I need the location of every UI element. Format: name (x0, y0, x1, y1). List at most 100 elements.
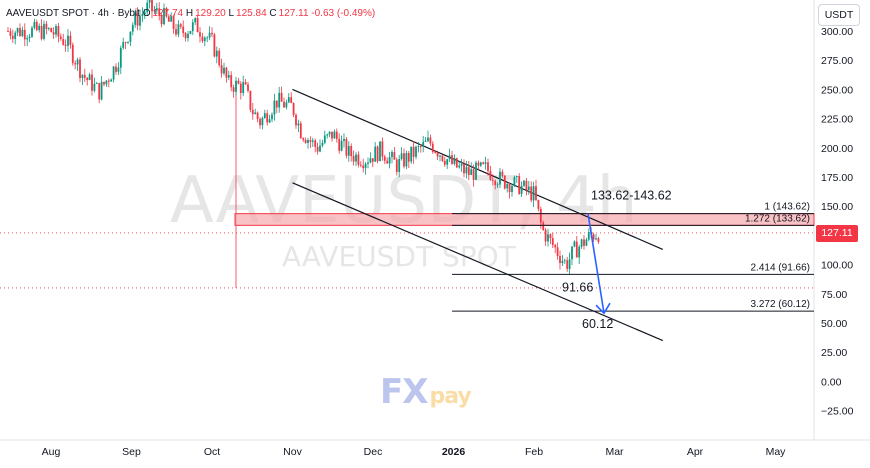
candle-body (158, 8, 161, 16)
candlestick-series (7, 0, 600, 275)
candle-body (143, 12, 146, 15)
channel-upper-line (292, 88, 664, 250)
candle-body (489, 171, 492, 180)
logo-fx-text: FX (380, 372, 428, 412)
candle-body (167, 16, 170, 22)
candle-body (199, 32, 201, 37)
candle-body (91, 74, 93, 91)
fib-extension-levels[interactable]: 1 (143.62)1.272 (133.62) 2.414 (91.66) 3.2… (452, 202, 814, 312)
candle-body (525, 180, 528, 190)
y-tick-label: 25.00 (821, 347, 847, 359)
candle-body (463, 164, 465, 174)
currency-button[interactable]: USDT (818, 4, 860, 26)
candle-body (383, 156, 386, 161)
candle-body (227, 75, 230, 78)
candle-body (592, 234, 595, 240)
candle-body (223, 67, 225, 74)
candle-body (14, 32, 17, 39)
candle-body (333, 131, 336, 139)
price-axis[interactable] (814, 0, 870, 440)
candle-body (55, 26, 57, 35)
x-tick-label: May (766, 446, 787, 458)
candle-body (355, 154, 357, 162)
fib-level-label: 2.414 (91.66) (751, 262, 811, 273)
candle-body (292, 103, 295, 115)
candle-body (165, 8, 168, 17)
projection-arrow-shaft (587, 213, 605, 314)
legend-high-label: H (185, 8, 194, 19)
candle-body (400, 153, 403, 160)
candle-body (431, 143, 434, 153)
candle-body (9, 31, 12, 36)
candle-body (386, 160, 389, 164)
candle-body (415, 146, 417, 157)
candle-body (475, 162, 477, 180)
candle-body (115, 66, 117, 72)
candle-body (235, 80, 237, 92)
y-tick-label: 300.00 (821, 26, 853, 38)
candle-body (496, 184, 499, 186)
candle-body (59, 36, 62, 40)
candle-body (124, 42, 127, 43)
candle-body (482, 162, 485, 164)
candle-body (11, 35, 14, 39)
candle-body (446, 159, 449, 165)
candle-body (225, 67, 228, 78)
candle-body (549, 234, 552, 239)
candle-body (153, 10, 156, 12)
candle-body (501, 171, 504, 176)
candle-body (484, 162, 487, 164)
candle-body (141, 14, 144, 16)
candle-body (175, 29, 177, 35)
candle-body (285, 102, 288, 108)
candle-body (395, 159, 398, 172)
candle-body (362, 165, 365, 169)
candle-body (448, 155, 451, 160)
candle-body (134, 13, 137, 25)
candle-body (369, 158, 372, 163)
candle-body (580, 239, 583, 247)
candle-body (575, 241, 578, 258)
candle-body (247, 84, 249, 91)
descending-channel[interactable] (292, 88, 664, 342)
target-annotation-2: 60.12 (582, 317, 613, 331)
candle-body (237, 80, 240, 84)
candle-body (398, 159, 401, 172)
candle-body (465, 167, 468, 174)
x-tick-label: Aug (42, 446, 61, 458)
candle-body (307, 140, 309, 144)
candle-body (187, 33, 189, 39)
candle-body (263, 113, 266, 119)
candle-body (179, 24, 182, 27)
candle-body (136, 13, 139, 26)
candle-body (95, 83, 98, 84)
candle-body (566, 260, 569, 269)
candle-body (177, 24, 180, 35)
candle-body (537, 199, 540, 209)
candle-body (316, 146, 319, 152)
candle-body (129, 31, 132, 42)
candle-body (595, 238, 597, 240)
candle-body (535, 186, 537, 200)
candle-body (556, 247, 559, 257)
candle-body (249, 90, 252, 110)
legend-title: AAVEUSDT SPOT · 4h · Bybit (6, 8, 140, 19)
legend-low-label: L (228, 8, 235, 19)
x-tick-label: Sep (122, 446, 141, 458)
candle-body (275, 100, 278, 108)
candle-body (520, 185, 523, 194)
chart-watermark-subtitle: AAVEUSDT SPOT (282, 240, 517, 273)
candle-body (347, 145, 350, 156)
last-price-tag: 127.11 (816, 225, 858, 242)
candle-body (340, 140, 343, 151)
candle-body (479, 162, 482, 166)
candle-body (76, 59, 79, 65)
candle-body (388, 157, 391, 164)
candle-body (508, 183, 511, 193)
projection-arrow[interactable] (587, 213, 611, 315)
ohlc-legend: AAVEUSDT SPOT · 4h · Bybit O 127.74 H 129.… (6, 8, 375, 19)
candle-body (283, 101, 285, 108)
candle-body (21, 29, 24, 36)
candle-body (422, 141, 425, 148)
candle-body (472, 169, 475, 180)
